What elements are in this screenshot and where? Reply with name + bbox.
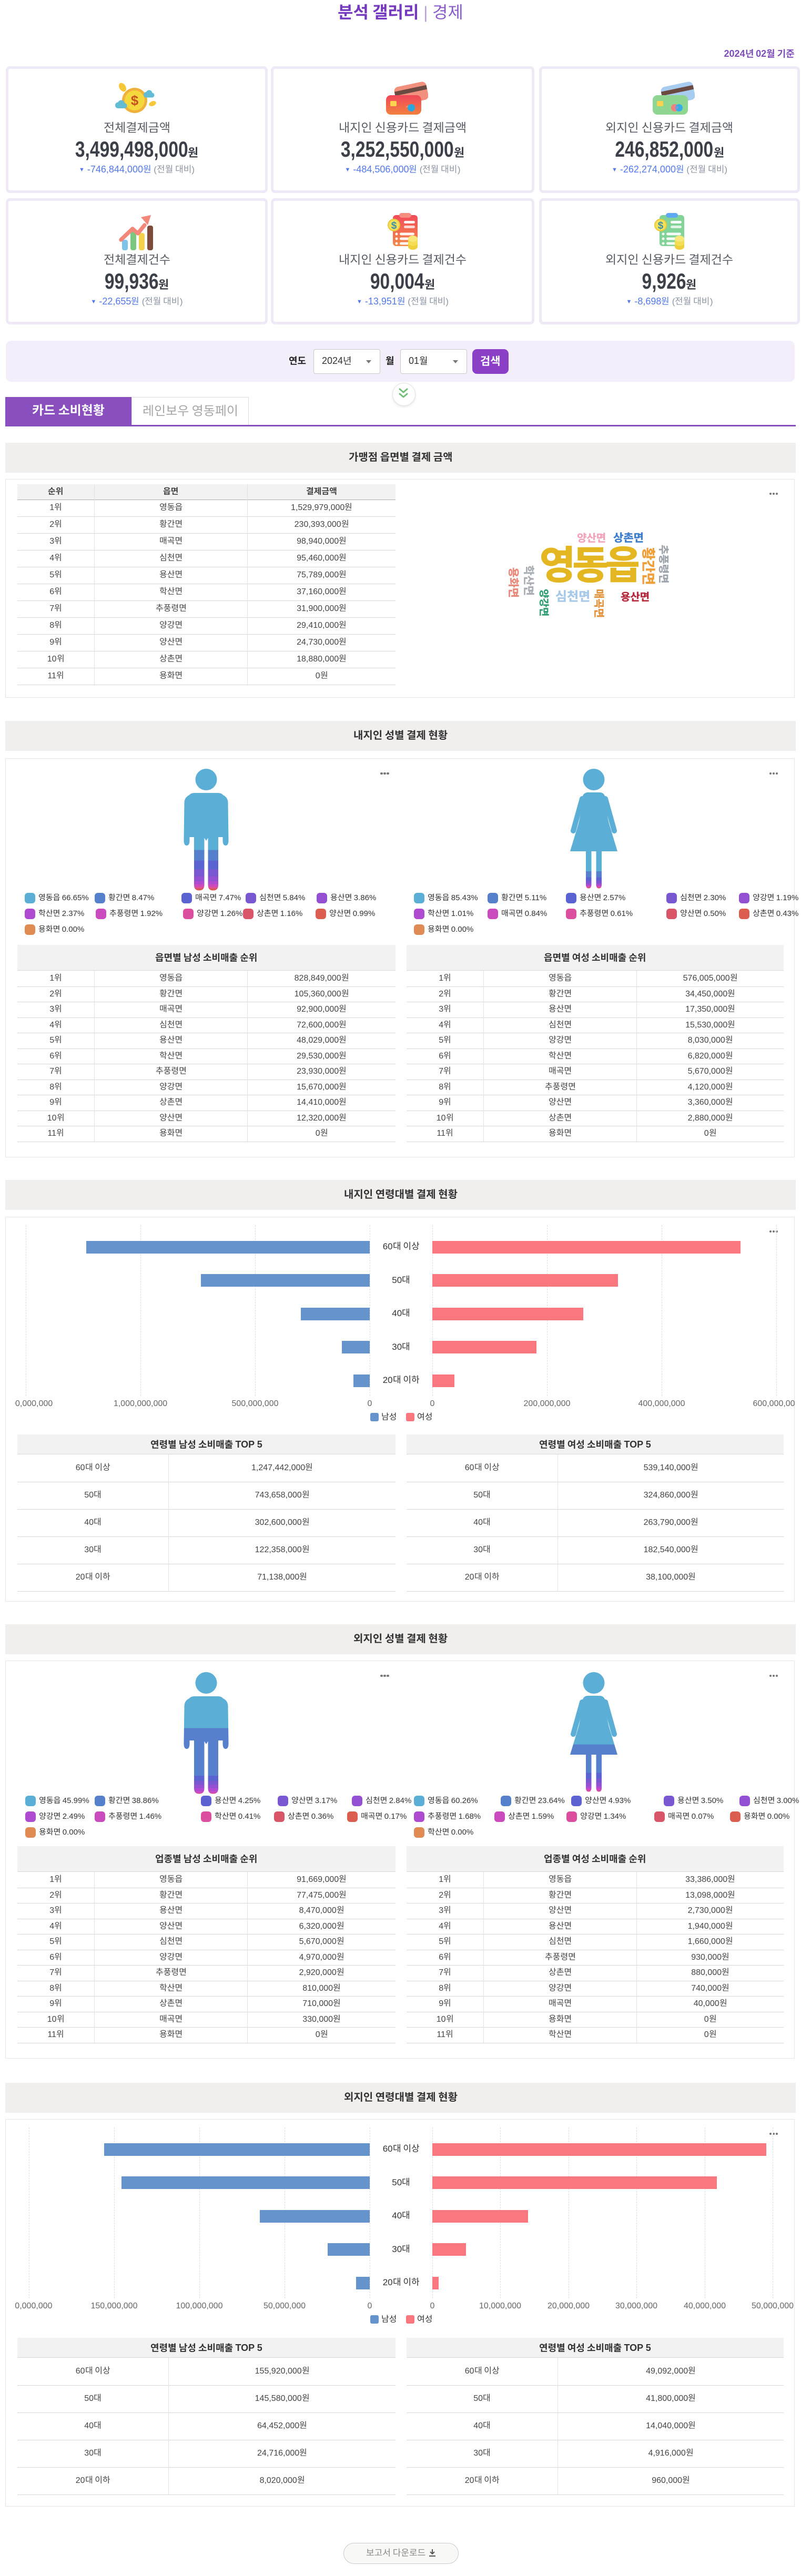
svg-text:$: $ (131, 93, 139, 108)
svg-text:$: $ (658, 220, 664, 231)
svg-text:$: $ (391, 220, 397, 231)
